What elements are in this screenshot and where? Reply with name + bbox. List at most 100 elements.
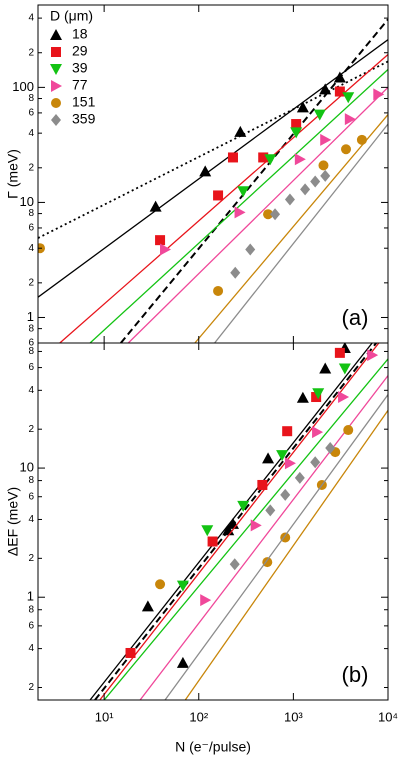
data-point bbox=[234, 206, 246, 219]
data-point bbox=[294, 471, 305, 484]
data-point bbox=[334, 86, 345, 97]
data-point bbox=[160, 243, 172, 256]
data-point bbox=[155, 579, 166, 590]
data-point bbox=[176, 656, 189, 668]
x-tick-label: 10³ bbox=[284, 709, 303, 724]
y-tick-label: 4 bbox=[28, 643, 34, 654]
data-point bbox=[367, 349, 379, 362]
data-point bbox=[373, 88, 385, 101]
data-point bbox=[237, 500, 250, 512]
y-tick-label: 4 bbox=[28, 514, 34, 525]
y-tick-label: 8 bbox=[28, 208, 34, 219]
data-point bbox=[313, 109, 326, 121]
plot-frame bbox=[37, 4, 389, 344]
data-point bbox=[338, 363, 351, 375]
y-tick-label: 8 bbox=[28, 323, 34, 334]
data-point bbox=[229, 558, 240, 571]
y-tick-label: 4 bbox=[28, 243, 34, 254]
data-point bbox=[318, 160, 329, 171]
data-point bbox=[257, 479, 268, 490]
data-point bbox=[237, 186, 250, 198]
legend-marker bbox=[51, 80, 62, 92]
plot-area bbox=[89, 343, 388, 700]
data-point bbox=[325, 442, 336, 455]
data-point bbox=[199, 165, 212, 177]
fit-line bbox=[214, 123, 388, 343]
x-tick-label: 10¹ bbox=[95, 709, 114, 724]
data-point bbox=[200, 594, 212, 607]
data-point bbox=[213, 190, 224, 201]
data-point bbox=[282, 426, 293, 437]
data-point bbox=[294, 153, 306, 166]
data-point bbox=[176, 580, 189, 592]
y-tick-label: 1 bbox=[27, 589, 34, 604]
y-tick-label: 4 bbox=[28, 13, 34, 24]
data-point bbox=[284, 193, 295, 206]
y-tick-label: 2 bbox=[28, 47, 34, 58]
data-point bbox=[280, 488, 291, 501]
y-tick-label: 6 bbox=[28, 108, 34, 119]
legend-label: 151 bbox=[72, 94, 96, 110]
fit-line bbox=[164, 394, 388, 700]
data-point bbox=[227, 152, 238, 163]
y-tick-label: 2 bbox=[28, 682, 34, 693]
legend-label: 77 bbox=[72, 77, 88, 93]
reference-line bbox=[120, 18, 388, 343]
data-point bbox=[344, 113, 356, 126]
legend-marker bbox=[51, 98, 61, 108]
data-point bbox=[342, 92, 355, 104]
data-point bbox=[280, 532, 291, 543]
y-tick-label: 8 bbox=[28, 346, 34, 357]
panel-label: (a) bbox=[342, 305, 369, 330]
data-point bbox=[276, 450, 289, 462]
data-point bbox=[356, 134, 367, 145]
y-tick-label: 6 bbox=[28, 338, 34, 349]
data-point bbox=[250, 519, 262, 532]
y-tick-label: 6 bbox=[28, 362, 34, 373]
legend-marker bbox=[50, 29, 62, 40]
y-tick-label: 8 bbox=[28, 475, 34, 486]
fit-line bbox=[99, 343, 380, 700]
data-point bbox=[343, 425, 354, 436]
fit-line bbox=[194, 114, 388, 343]
data-point bbox=[312, 388, 325, 400]
data-point bbox=[310, 175, 321, 188]
data-point bbox=[262, 557, 273, 568]
data-point bbox=[141, 600, 154, 612]
data-point bbox=[320, 133, 332, 146]
data-point bbox=[300, 183, 311, 196]
data-point bbox=[234, 125, 247, 137]
data-point bbox=[291, 119, 302, 130]
legend-label: 18 bbox=[72, 26, 88, 42]
data-point bbox=[265, 504, 276, 517]
fit-line bbox=[103, 358, 388, 700]
legend-title: D (μm) bbox=[50, 8, 93, 24]
y-tick-label: 2 bbox=[28, 277, 34, 288]
data-point bbox=[319, 83, 332, 95]
y-tick-label: 8 bbox=[28, 93, 34, 104]
data-point bbox=[310, 456, 321, 469]
data-point bbox=[155, 235, 166, 246]
legend-label: 29 bbox=[72, 43, 88, 59]
data-point bbox=[290, 127, 303, 139]
data-point bbox=[312, 426, 324, 439]
data-point bbox=[230, 266, 241, 279]
x-tick-label: 10⁴ bbox=[378, 709, 398, 724]
fit-line bbox=[139, 375, 388, 700]
data-point bbox=[296, 101, 309, 113]
y-tick-label: 2 bbox=[28, 424, 34, 435]
y-tick-label: 8 bbox=[28, 604, 34, 615]
y-tick-label: 2 bbox=[28, 162, 34, 173]
y-tick-label: 1 bbox=[27, 309, 34, 324]
y-tick-label: 2 bbox=[28, 553, 34, 564]
data-point bbox=[262, 452, 275, 464]
reference-line bbox=[38, 60, 388, 239]
data-point bbox=[149, 200, 162, 212]
data-point bbox=[264, 154, 277, 166]
data-point bbox=[296, 391, 309, 403]
fit-line bbox=[184, 409, 388, 700]
fit-line bbox=[89, 69, 388, 343]
legend-marker bbox=[51, 114, 61, 126]
